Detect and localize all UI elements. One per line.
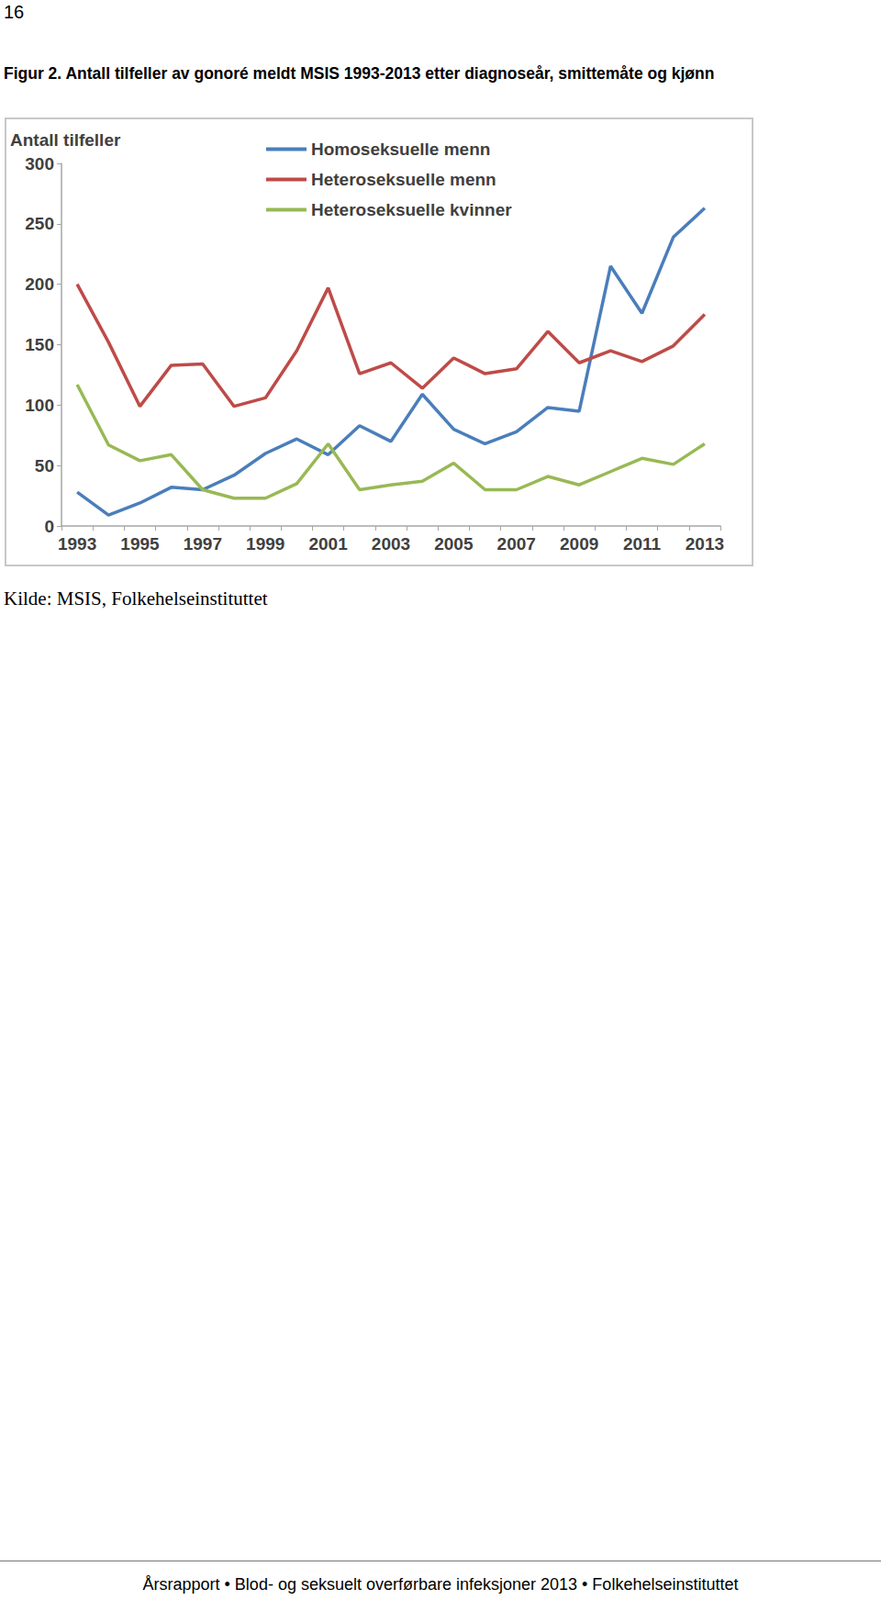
svg-text:300: 300 <box>24 154 55 174</box>
html-text:Figur 2. Antall tilfeller av g: Figur 2. Antall tilfeller av gonoré meld… <box>3 64 715 83</box>
svg-text:2011: 2011 <box>623 534 662 554</box>
html-text:Kilde: MSIS, Folkehelseinstitu: Kilde: MSIS, Folkehelseinstituttet <box>3 587 268 610</box>
svg-text:1997: 1997 <box>183 534 223 554</box>
svg-text:2003: 2003 <box>371 534 411 554</box>
svg-text:Homoseksuelle menn: Homoseksuelle menn <box>311 139 491 159</box>
svg-text:0: 0 <box>44 516 55 536</box>
svg-text:150: 150 <box>24 334 55 355</box>
svg-text:Heteroseksuelle menn: Heteroseksuelle menn <box>311 169 497 190</box>
svg-text:Heteroseksuelle kvinner: Heteroseksuelle kvinner <box>311 200 513 220</box>
html-text:16: 16 <box>3 1 25 23</box>
svg-text:100: 100 <box>24 395 55 415</box>
html-text:Årsrapport • Blod- og seksuelt: Årsrapport • Blod- og seksuelt overførba… <box>142 1574 739 1594</box>
svg-text:250: 250 <box>24 213 55 234</box>
svg-text:2013: 2013 <box>685 534 725 554</box>
svg-text:2005: 2005 <box>434 534 474 554</box>
svg-text:50: 50 <box>34 456 55 476</box>
svg-text:2007: 2007 <box>497 534 536 554</box>
svg-text:2009: 2009 <box>559 534 599 554</box>
svg-text:1993: 1993 <box>57 534 97 554</box>
svg-text:1999: 1999 <box>245 534 285 554</box>
svg-text:200: 200 <box>24 274 55 294</box>
svg-text:2001: 2001 <box>308 534 348 554</box>
svg-text:1995: 1995 <box>120 534 160 554</box>
svg-text:Antall tilfeller: Antall tilfeller <box>10 130 122 150</box>
